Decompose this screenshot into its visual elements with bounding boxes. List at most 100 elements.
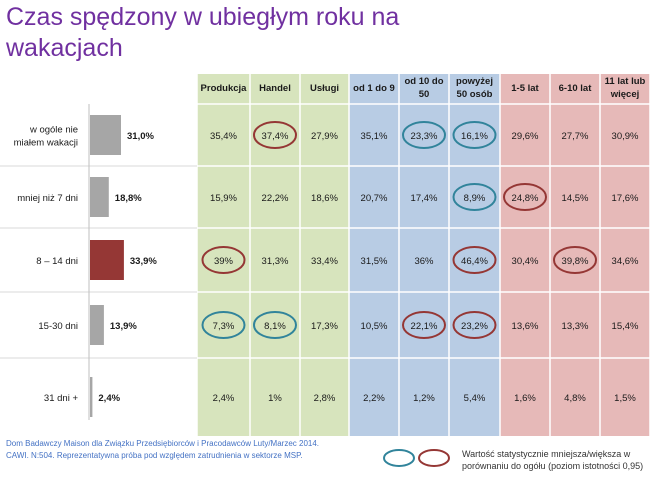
table-cell: 1,2% bbox=[413, 393, 435, 404]
column-header-7: 1-5 lat bbox=[511, 83, 539, 94]
table-cell: 13,6% bbox=[512, 321, 539, 332]
table-cell: 39,8% bbox=[562, 256, 589, 267]
significance-circle-lower bbox=[253, 311, 297, 339]
column-bg-4 bbox=[349, 74, 399, 436]
bar bbox=[90, 377, 93, 417]
legend-red-circle bbox=[418, 449, 450, 467]
table-cell: 2,8% bbox=[314, 393, 336, 404]
table-cell: 29,6% bbox=[512, 131, 539, 142]
page-title: Czas spędzony w ubiegłym roku na wakacja… bbox=[6, 3, 400, 62]
significance-circle-lower bbox=[452, 183, 497, 211]
row-label: 15-30 dni bbox=[38, 321, 78, 332]
table-cell: 1,5% bbox=[614, 393, 636, 404]
significance-circle-higher bbox=[253, 121, 297, 149]
significance-circle-higher bbox=[402, 311, 446, 339]
table-cell: 37,4% bbox=[262, 131, 289, 142]
table-cell: 31,5% bbox=[361, 256, 388, 267]
bar-value-label: 31,0% bbox=[127, 131, 154, 142]
table-cell: 33,4% bbox=[311, 256, 338, 267]
table-cell: 10,5% bbox=[361, 321, 388, 332]
bar-value-label: 13,9% bbox=[110, 321, 137, 332]
table-cell: 24,8% bbox=[512, 193, 539, 204]
table-cell: 8,1% bbox=[264, 321, 286, 332]
significance-circle-higher bbox=[503, 183, 547, 211]
table-cell: 1,6% bbox=[514, 393, 536, 404]
column-header-9: 11 lat lub bbox=[605, 76, 646, 87]
column-bg-6 bbox=[449, 74, 500, 436]
source-line-2: CAWI. N:504. Reprezentatywna próba pod w… bbox=[6, 451, 303, 460]
table-cell: 18,6% bbox=[311, 193, 338, 204]
significance-circle-lower bbox=[452, 121, 497, 149]
table-cell: 39% bbox=[214, 256, 234, 267]
significance-circle-higher bbox=[452, 246, 497, 274]
table-cell: 17,4% bbox=[411, 193, 438, 204]
row-label: 8 – 14 dni bbox=[36, 256, 78, 267]
column-header-4: od 1 do 9 bbox=[353, 83, 395, 94]
table-cell: 35,4% bbox=[210, 131, 237, 142]
significance-circle-higher bbox=[201, 246, 246, 274]
table-cell: 2,2% bbox=[363, 393, 385, 404]
column-header-5: 50 bbox=[419, 89, 430, 100]
column-header-5: od 10 do bbox=[404, 76, 443, 87]
column-header-1: Produkcja bbox=[201, 83, 248, 94]
table-cell: 2,4% bbox=[213, 393, 235, 404]
table-cell: 7,3% bbox=[213, 321, 235, 332]
table-cell: 4,8% bbox=[564, 393, 586, 404]
bar bbox=[90, 177, 109, 217]
table-cell: 27,9% bbox=[311, 131, 338, 142]
bar bbox=[90, 115, 121, 155]
table-cell: 15,9% bbox=[210, 193, 237, 204]
row-label: w ogóle nie bbox=[29, 125, 78, 136]
legend-blue-circle bbox=[383, 449, 415, 467]
column-bg-5 bbox=[399, 74, 449, 436]
row-label: mniej niż 7 dni bbox=[17, 193, 78, 204]
row-label: 31 dni + bbox=[44, 393, 79, 404]
table-cell: 34,6% bbox=[612, 256, 639, 267]
significance-circle-higher bbox=[553, 246, 597, 274]
column-header-2: Handel bbox=[259, 83, 291, 94]
bar-value-label: 2,4% bbox=[98, 393, 120, 404]
column-bg-7 bbox=[500, 74, 550, 436]
bar bbox=[90, 305, 104, 345]
column-bg-1 bbox=[197, 74, 250, 436]
table-cell: 23,3% bbox=[411, 131, 438, 142]
column-bg-8 bbox=[550, 74, 600, 436]
significance-circle-lower bbox=[402, 121, 446, 149]
table-cell: 8,9% bbox=[464, 193, 486, 204]
source-note: Dom Badawczy Maison dla Związku Przedsię… bbox=[6, 438, 366, 462]
column-bg-2 bbox=[250, 74, 300, 436]
table-cell: 30,4% bbox=[512, 256, 539, 267]
column-bg-3 bbox=[300, 74, 349, 436]
table-cell: 35,1% bbox=[361, 131, 388, 142]
significance-circle-higher bbox=[452, 311, 497, 339]
table-cell: 14,5% bbox=[562, 193, 589, 204]
column-header-6: 50 osób bbox=[457, 89, 493, 100]
table-cell: 5,4% bbox=[464, 393, 486, 404]
table-cell: 31,3% bbox=[262, 256, 289, 267]
table-cell: 36% bbox=[414, 256, 434, 267]
row-label: miałem wakacji bbox=[14, 138, 78, 149]
table-cell: 27,7% bbox=[562, 131, 589, 142]
table-cell: 1% bbox=[268, 393, 282, 404]
table-cell: 16,1% bbox=[461, 131, 488, 142]
legend-text: Wartość statystycznie mniejsza/większa w… bbox=[462, 449, 644, 471]
significance-circle-lower bbox=[201, 311, 246, 339]
table-cell: 13,3% bbox=[562, 321, 589, 332]
table-cell: 30,9% bbox=[612, 131, 639, 142]
table-cell: 46,4% bbox=[461, 256, 488, 267]
column-bg-9 bbox=[600, 74, 650, 436]
column-header-3: Usługi bbox=[310, 83, 339, 94]
column-header-6: powyżej bbox=[456, 76, 493, 87]
bar bbox=[90, 240, 124, 280]
table-cell: 22,2% bbox=[262, 193, 289, 204]
table-cell: 23,2% bbox=[461, 321, 488, 332]
column-header-8: 6-10 lat bbox=[559, 83, 593, 94]
table-cell: 22,1% bbox=[411, 321, 438, 332]
table-cell: 17,3% bbox=[311, 321, 338, 332]
table-cell: 15,4% bbox=[612, 321, 639, 332]
bar-value-label: 18,8% bbox=[115, 193, 142, 204]
table-cell: 20,7% bbox=[361, 193, 388, 204]
column-header-9: więcej bbox=[610, 89, 640, 100]
bar-value-label: 33,9% bbox=[130, 256, 157, 267]
